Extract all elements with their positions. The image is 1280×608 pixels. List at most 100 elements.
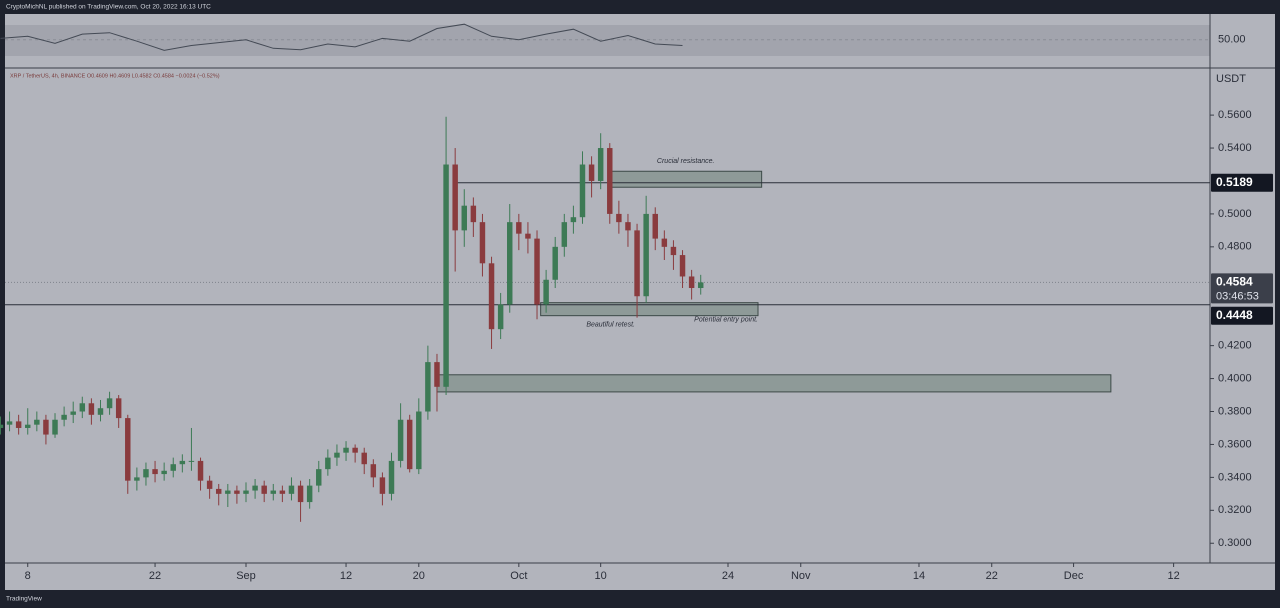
candle-body [15, 421, 22, 428]
candle-body [234, 490, 240, 494]
candle-body [188, 460, 195, 462]
candle-body [379, 477, 386, 494]
x-tick-label: 12 [340, 570, 352, 582]
candle-body [488, 263, 495, 330]
source: TradingView [6, 596, 42, 603]
candle-body [452, 164, 458, 231]
zone [436, 374, 1112, 393]
candle-body [43, 419, 49, 435]
candle-body [543, 279, 549, 305]
candle-body [325, 457, 331, 470]
candle-body [406, 419, 413, 470]
price-label-box [1211, 306, 1273, 325]
candle-body [579, 164, 586, 218]
x-tick-label: 22 [149, 570, 161, 582]
candle-body [679, 255, 686, 277]
candle-body [525, 233, 531, 239]
candle-body [597, 148, 604, 181]
y-tick-label: 0.5400 [1218, 142, 1252, 154]
candle-body [97, 408, 104, 415]
candle-body [52, 419, 58, 435]
candle-body [25, 424, 31, 428]
candle-body [70, 411, 76, 415]
zone [609, 170, 763, 188]
candle-body [397, 419, 404, 461]
candle-body [625, 222, 631, 231]
candle-body [352, 447, 358, 453]
price-label-box [1211, 273, 1273, 304]
candle-body [143, 469, 149, 478]
candle-body [507, 222, 513, 305]
candle-body [634, 230, 640, 297]
price-label: 0.4584 [1216, 275, 1253, 289]
annotation: Potential entry point. [694, 317, 758, 324]
candle-body [215, 488, 222, 494]
rsi-tick-label: 50.00 [1218, 34, 1246, 46]
x-tick-label: Dec [1064, 570, 1084, 582]
candle-body [179, 460, 186, 465]
candle-body [425, 362, 431, 412]
legend-text: XRP / TetherUS, 4h, BINANCE O0.4609 H0.4… [10, 73, 220, 79]
candle-body [616, 213, 622, 223]
candle-body [279, 490, 286, 494]
candle-body [479, 222, 486, 264]
candle-body [388, 460, 395, 494]
candle-body [416, 411, 422, 470]
candle-body [125, 418, 131, 481]
x-tick-label: 14 [913, 570, 925, 582]
candle-body [306, 485, 313, 503]
y-tick-label: 0.3600 [1218, 438, 1252, 450]
candle-body [643, 213, 649, 297]
publisher-note: CryptoMichNL published on TradingView.co… [6, 4, 211, 11]
candle-body [152, 469, 158, 475]
candle-body [361, 452, 367, 465]
x-tick-label: 12 [1167, 570, 1179, 582]
candle-body [297, 485, 304, 503]
y-unit: USDT [1216, 73, 1246, 85]
candle-body [61, 414, 67, 420]
candle-body [170, 464, 176, 471]
candle-body [552, 246, 558, 280]
candle-body [106, 398, 113, 409]
price-label-box [1211, 173, 1273, 192]
candle-body [470, 205, 477, 223]
candle-body [670, 246, 677, 256]
y-tick-label: 0.4000 [1218, 372, 1252, 384]
x-tick-label: Sep [236, 570, 256, 582]
candle-body [225, 490, 231, 494]
countdown: 03:46:53 [1216, 290, 1259, 302]
zone [540, 302, 759, 317]
candle-body [206, 480, 213, 489]
candle-body [334, 452, 340, 458]
x-tick-label: 22 [986, 570, 998, 582]
candle-body [288, 485, 295, 494]
candle-body [434, 362, 440, 387]
candle-body [6, 421, 13, 425]
candle-body [516, 222, 522, 234]
candle-body [252, 485, 258, 491]
candle-body [34, 419, 40, 425]
candle-body [0, 424, 4, 428]
candle-body [461, 205, 467, 231]
rsi-band [5, 25, 1210, 56]
y-tick-label: 0.5600 [1218, 109, 1252, 121]
candle-body [161, 470, 167, 475]
candle-body [652, 213, 658, 239]
y-tick-label: 0.3800 [1218, 405, 1252, 417]
y-tick-label: 0.3400 [1218, 471, 1252, 483]
candle-body [697, 282, 704, 289]
rsi-line [0, 23, 683, 51]
price-label: 0.5189 [1216, 175, 1253, 189]
x-tick-label: 10 [595, 570, 607, 582]
candle-body [197, 460, 204, 481]
candle-body [607, 148, 613, 214]
candle-body [88, 403, 95, 415]
x-tick-label: 20 [413, 570, 425, 582]
candle-body [661, 238, 668, 247]
candle-body [261, 485, 267, 494]
x-tick-label: Nov [791, 570, 811, 582]
x-tick-label: 24 [722, 570, 734, 582]
candle-body [316, 469, 322, 486]
annotation: Beautiful retest. [586, 322, 635, 329]
